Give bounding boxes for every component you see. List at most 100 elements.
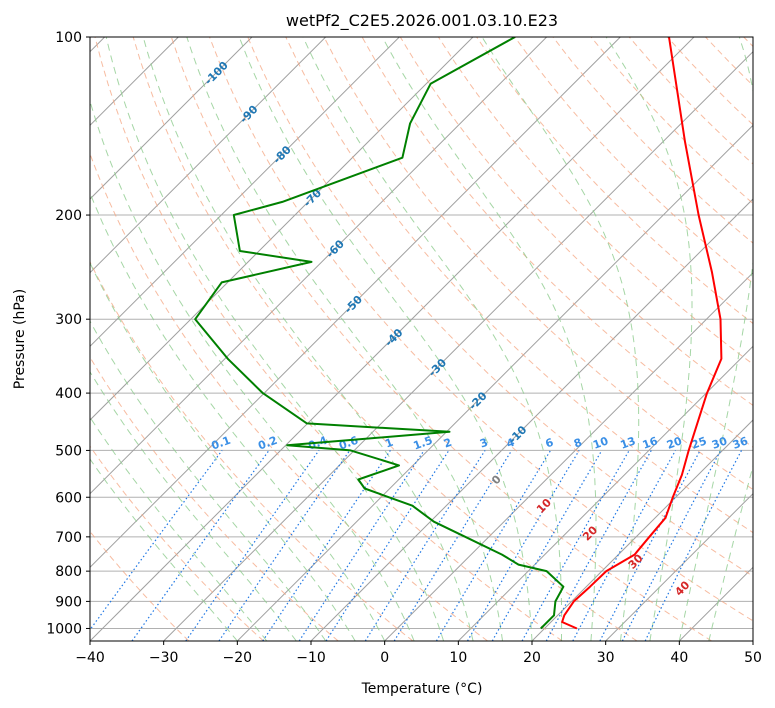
- isotherm-line: [90, 37, 474, 421]
- dewpoint-line: [194, 37, 565, 630]
- dry-adiabat: [285, 37, 753, 534]
- isotherm-line: [90, 37, 695, 641]
- mixing-ratio-label: 16: [641, 434, 660, 452]
- isotherm-line: [90, 37, 327, 274]
- mixing-ratio-label: 6: [544, 436, 556, 451]
- mixing-ratio-line: [572, 450, 677, 641]
- dry-adiabat: [170, 37, 712, 641]
- dry-adiabat: [94, 37, 563, 641]
- y-tick-label: 900: [55, 594, 82, 610]
- x-tick-label: 20: [523, 650, 541, 666]
- moist-adiabat: [381, 37, 597, 641]
- mixing-ratio-line: [90, 450, 223, 631]
- moist-adiabat: [481, 37, 640, 641]
- y-tick-label: 200: [55, 208, 82, 224]
- mixing-ratio-label: 1: [383, 436, 395, 451]
- y-axis-label: Pressure (hPa): [12, 289, 28, 389]
- background-lines: [90, 37, 753, 641]
- y-tick-label: 800: [55, 564, 82, 580]
- mixing-ratio-label: 8: [572, 436, 584, 451]
- isotherm-line: [163, 50, 753, 641]
- moist-adiabat: [90, 458, 238, 641]
- isotherm-line: [678, 566, 753, 641]
- dry-adiabat: [247, 37, 753, 577]
- dry-adiabat: [90, 356, 339, 641]
- isotherm-line: [384, 271, 753, 641]
- dry-adiabat: [90, 445, 264, 641]
- mixing-ratio-line: [393, 450, 513, 641]
- dry-adiabat: [437, 37, 753, 365]
- moist-adiabat-label: 20: [580, 523, 600, 543]
- x-axis-label: Temperature (°C): [361, 681, 483, 697]
- x-tick-label: 0: [380, 650, 389, 666]
- moist-adiabat: [142, 37, 474, 641]
- isotherm-line: [90, 37, 400, 348]
- mixing-ratio-label: 25: [690, 434, 709, 451]
- moist-adiabat-label: 40: [672, 578, 692, 598]
- mixing-ratio-label: 30: [710, 434, 729, 452]
- x-tick-label: 10: [449, 650, 467, 666]
- moist-adiabat-label: 10: [534, 496, 554, 516]
- dry-adiabat: [90, 152, 488, 641]
- isotherm-line: [90, 37, 253, 200]
- isotherm-line: [236, 124, 753, 641]
- moist-adiabat: [678, 37, 753, 641]
- mixing-ratio-label: 4: [505, 436, 517, 451]
- mixing-ratio-label: 1.5: [412, 434, 435, 453]
- y-tick-label: 100: [55, 30, 82, 46]
- dry-adiabat: [90, 260, 414, 641]
- mixing-ratio-line: [131, 450, 270, 641]
- moist-adiabat: [90, 370, 297, 641]
- moist-adiabat: [90, 320, 327, 641]
- y-tick-label: 700: [55, 530, 82, 546]
- mixing-ratio-label: 20: [665, 434, 684, 452]
- dry-adiabat-label: -90: [237, 103, 260, 126]
- x-tick-label: 40: [670, 650, 688, 666]
- y-tick-label: 500: [55, 443, 82, 459]
- mixing-ratio-label: 0.2: [256, 434, 279, 453]
- mixing-ratio-label: 36: [731, 434, 750, 452]
- mixing-ratio-label: 10: [591, 434, 610, 452]
- x-tick-label: 30: [597, 650, 615, 666]
- mixing-ratio-line: [185, 450, 320, 641]
- x-tick-label: −20: [223, 650, 253, 666]
- moist-adiabat: [90, 261, 356, 641]
- y-tick-label: 600: [55, 490, 82, 506]
- moist-adiabat-label: 0: [489, 472, 504, 487]
- mixing-ratio-line: [325, 450, 450, 641]
- moist-adiabat: [186, 37, 503, 641]
- moist-adiabat: [238, 37, 533, 641]
- moist-adiabat: [605, 37, 693, 641]
- mixing-ratio-line: [298, 450, 425, 641]
- y-axis: 100 200 300 400 500 600 700 800 900 1000: [46, 30, 90, 637]
- moist-adiabat: [90, 99, 415, 641]
- mixing-ratio-line: [521, 450, 630, 641]
- mixing-ratio-label: 13: [619, 434, 638, 451]
- isotherm-line: [90, 37, 548, 495]
- isotherm-line: [605, 492, 753, 641]
- mixing-ratio-line: [621, 450, 722, 641]
- x-tick-label: −30: [149, 650, 179, 666]
- dry-adiabat: [476, 37, 753, 325]
- y-tick-label: 300: [55, 312, 82, 328]
- x-tick-label: −40: [75, 650, 105, 666]
- dry-adiabat: [209, 37, 753, 622]
- moist-adiabat: [708, 463, 753, 641]
- temperature-line: [561, 37, 723, 630]
- dry-adiabat: [552, 37, 753, 244]
- mixing-ratio-line: [644, 450, 743, 641]
- isotherm-line: [457, 345, 753, 641]
- x-tick-label: −10: [296, 650, 326, 666]
- dry-adiabat: [743, 37, 753, 48]
- mixing-ratio-line: [364, 450, 486, 641]
- isotherm-line: [531, 419, 753, 641]
- x-axis: −40 −30 −20 −10 0 10 20 30 40 50: [75, 641, 762, 666]
- moist-adiabat: [302, 37, 563, 641]
- mixing-ratio-label: 3: [478, 436, 490, 451]
- dry-adiabat: [705, 37, 753, 87]
- dry-adiabat-label: -100: [202, 59, 231, 88]
- mixing-ratio-line: [218, 450, 351, 641]
- isotherm-line: [752, 640, 753, 641]
- dry-adiabat: [90, 530, 190, 641]
